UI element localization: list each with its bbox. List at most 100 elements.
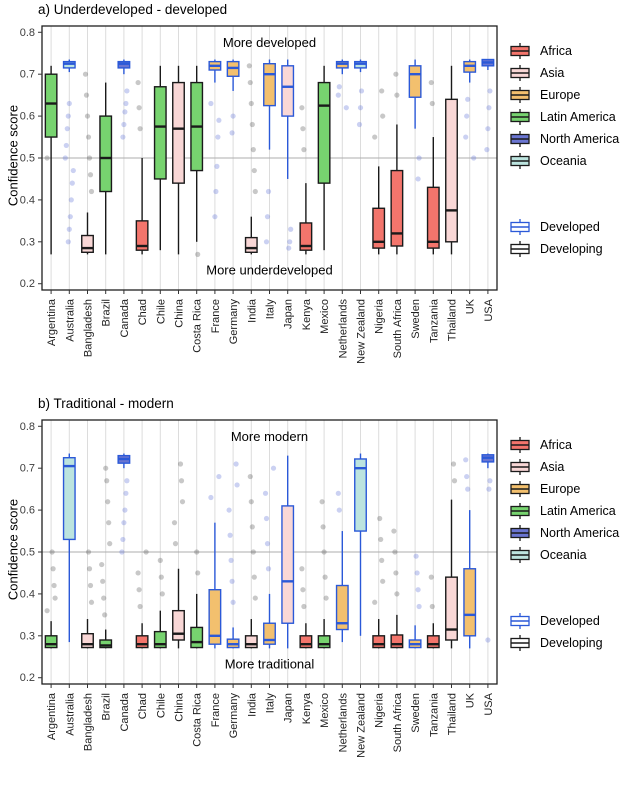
box — [445, 98, 458, 243]
legend-item-label: Developing — [540, 636, 603, 650]
legend-boxplot-icon — [510, 109, 530, 125]
box — [463, 568, 477, 637]
legend-item-latin-america: Latin America — [507, 500, 637, 522]
boxplot-nigeria — [372, 515, 386, 649]
legend-b: Africa Asia Europe Latin America North Ameri… — [507, 434, 637, 654]
outlier-point — [416, 155, 422, 161]
outlier-point — [158, 574, 164, 580]
outlier-point — [137, 126, 143, 132]
outlier-point — [137, 603, 143, 610]
outlier-point — [392, 549, 398, 555]
boxplot-tanzania — [426, 79, 440, 255]
plot-svg-b: 0.2 0.3 0.4 0.5 0.6 0.7 0.8 Argentina Australia B… — [20, 419, 498, 758]
outlier-point — [229, 578, 235, 584]
panel-a-title: a) Underdeveloped - developed — [38, 2, 228, 17]
outlier-point — [486, 486, 492, 492]
x-tick-label: Germany — [228, 693, 240, 739]
x-tick-label: Costa Rica — [192, 298, 204, 353]
x-tick-label: New Zealand — [356, 299, 368, 364]
box — [445, 576, 458, 641]
y-tick-label: 0.3 — [20, 630, 35, 642]
legend-item-developed: Developed — [507, 610, 637, 632]
box — [335, 584, 349, 631]
boxplot-japan — [281, 59, 295, 251]
legend-item-africa: Africa — [507, 434, 637, 456]
outlier-point — [287, 239, 293, 245]
outlier-point — [335, 92, 341, 98]
x-tick-label: Kenya — [301, 692, 313, 724]
boxplot-usa — [481, 58, 495, 153]
boxplot-bangladesh — [81, 549, 95, 649]
outlier-point — [487, 478, 493, 484]
y-tick-label: 0.2 — [20, 278, 35, 290]
legend-item-label: Latin America — [540, 504, 616, 518]
outlier-point — [321, 549, 327, 555]
boxplot-china — [172, 65, 185, 255]
legend-item-label: North America — [540, 132, 620, 146]
outlier-point — [44, 608, 50, 614]
x-tick-label: Netherlands — [337, 299, 349, 359]
box — [390, 634, 404, 649]
outlier-point — [136, 587, 142, 593]
box — [44, 635, 58, 649]
boxplot-canada — [117, 453, 131, 555]
outlier-point — [85, 549, 92, 555]
legend-item-oceania: Oceania — [507, 544, 637, 566]
boxplot-south-africa — [390, 528, 404, 649]
outlier-point — [62, 155, 68, 161]
legend-item-asia: Asia — [507, 62, 637, 84]
outlier-point — [356, 121, 363, 128]
outlier-point — [300, 587, 306, 593]
outlier-point — [379, 557, 385, 563]
panel-b-title: b) Traditional - modern — [38, 396, 174, 411]
boxplot-chile — [153, 557, 167, 649]
x-tick-label: India — [246, 298, 258, 323]
box — [372, 635, 386, 649]
boxplot-argentina — [44, 65, 58, 255]
outlier-point — [413, 553, 419, 559]
x-tick-label: Brazil — [101, 299, 113, 327]
box — [263, 63, 276, 107]
outlier-point — [179, 499, 186, 505]
outlier-point — [393, 71, 399, 77]
outlier-point — [123, 100, 129, 107]
outlier-point — [428, 574, 434, 580]
legend-continents: Africa Asia Europe Latin America North Ameri… — [507, 40, 637, 172]
annotation-top: More developed — [223, 35, 316, 50]
outlier-point — [336, 507, 342, 513]
x-tick-label: Italy — [265, 693, 277, 714]
outlier-point — [486, 105, 492, 111]
boxplot-thailand — [445, 65, 458, 255]
outlier-point — [212, 214, 218, 220]
boxplot-netherlands — [335, 59, 349, 111]
outlier-point — [84, 113, 91, 119]
outlier-point — [265, 566, 272, 572]
x-tick-label: Japan — [283, 693, 295, 723]
outlier-point — [195, 570, 201, 576]
panel-a: a) Underdeveloped - developed Confidence… — [0, 0, 640, 392]
boxplot-nigeria — [372, 88, 386, 255]
x-tick-label: Sweden — [410, 299, 422, 339]
box — [390, 169, 404, 247]
x-tick-label: Netherlands — [337, 693, 349, 753]
outlier-point — [136, 105, 142, 111]
box — [426, 186, 440, 249]
legend-boxplot-icon — [510, 43, 530, 59]
outlier-point — [322, 574, 328, 580]
outlier-point — [288, 226, 294, 232]
x-tick-label: Brazil — [101, 693, 113, 721]
box — [263, 622, 276, 645]
x-tick-label: Italy — [265, 299, 277, 320]
outlier-point — [263, 239, 270, 245]
box — [281, 65, 295, 117]
x-tick-label: Australia — [64, 692, 76, 736]
outlier-point — [50, 566, 56, 572]
x-tick-label: Kenya — [301, 298, 313, 330]
outlier-point — [135, 570, 141, 576]
legend-item-label: Europe — [540, 482, 581, 496]
outlier-point — [379, 88, 385, 94]
outlier-point — [122, 507, 128, 513]
x-tick-label: China — [174, 692, 186, 722]
boxplot-france — [208, 59, 222, 220]
boxplot-italy — [262, 465, 277, 649]
